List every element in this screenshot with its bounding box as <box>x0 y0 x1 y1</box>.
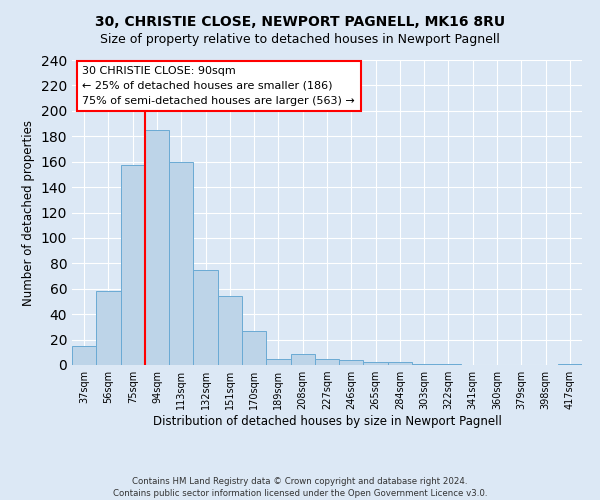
Bar <box>290 354 315 365</box>
X-axis label: Distribution of detached houses by size in Newport Pagnell: Distribution of detached houses by size … <box>152 415 502 428</box>
Text: 30, CHRISTIE CLOSE, NEWPORT PAGNELL, MK16 8RU: 30, CHRISTIE CLOSE, NEWPORT PAGNELL, MK1… <box>95 15 505 29</box>
Bar <box>388 362 412 365</box>
Bar <box>266 358 290 365</box>
Text: Size of property relative to detached houses in Newport Pagnell: Size of property relative to detached ho… <box>100 32 500 46</box>
Text: Contains HM Land Registry data © Crown copyright and database right 2024.
Contai: Contains HM Land Registry data © Crown c… <box>113 476 487 498</box>
Bar <box>218 296 242 365</box>
Bar <box>558 364 582 365</box>
Bar <box>145 130 169 365</box>
Bar <box>315 358 339 365</box>
Bar <box>121 166 145 365</box>
Bar <box>96 292 121 365</box>
Bar <box>339 360 364 365</box>
Text: 30 CHRISTIE CLOSE: 90sqm
← 25% of detached houses are smaller (186)
75% of semi-: 30 CHRISTIE CLOSE: 90sqm ← 25% of detach… <box>82 66 355 106</box>
Bar <box>242 330 266 365</box>
Bar <box>436 364 461 365</box>
Bar <box>169 162 193 365</box>
Y-axis label: Number of detached properties: Number of detached properties <box>22 120 35 306</box>
Bar <box>412 364 436 365</box>
Bar <box>193 270 218 365</box>
Bar <box>364 362 388 365</box>
Bar <box>72 346 96 365</box>
